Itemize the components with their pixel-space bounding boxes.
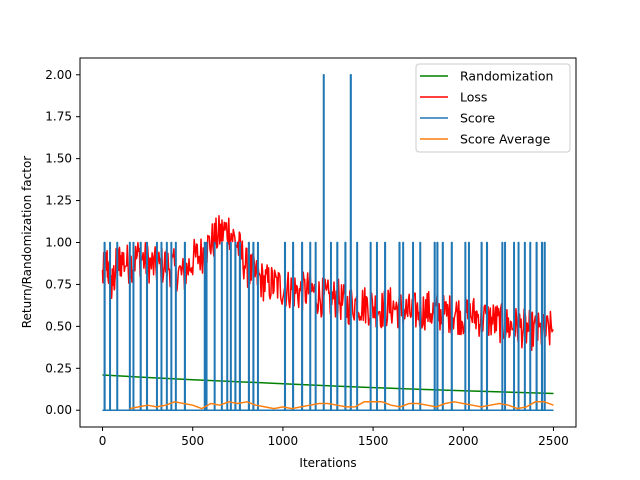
y-tick-label: 0.75 <box>45 277 72 291</box>
series-line-score <box>102 74 554 411</box>
legend-label: Loss <box>460 90 487 105</box>
y-tick-label: 0.50 <box>45 319 72 333</box>
y-tick-label: 1.75 <box>45 110 72 124</box>
x-tick-label: 1000 <box>268 434 299 448</box>
x-axis-label: Iterations <box>299 456 356 470</box>
series-line-loss <box>101 214 554 352</box>
x-tick-label: 0 <box>99 434 107 448</box>
x-tick-label: 500 <box>181 434 204 448</box>
y-tick-label: 2.00 <box>45 68 72 82</box>
y-axis-label: Return/Randomization factor <box>20 156 34 329</box>
legend-box <box>415 63 571 153</box>
legend-label: Score Average <box>460 132 551 147</box>
y-tick-label: 1.50 <box>45 152 72 166</box>
series-line-randomization <box>102 374 554 395</box>
y-tick-label: 0.25 <box>45 361 72 375</box>
x-tick-label: 2500 <box>538 434 569 448</box>
series-line-score-average <box>129 401 554 410</box>
legend-label: Randomization <box>460 69 553 84</box>
y-tick-label: 1.00 <box>45 236 72 250</box>
legend-label: Score <box>460 111 495 126</box>
y-tick-label: 1.25 <box>45 194 72 208</box>
x-tick-label: 2000 <box>448 434 479 448</box>
x-tick-label: 1500 <box>358 434 389 448</box>
y-tick-label: 0.00 <box>45 403 72 417</box>
